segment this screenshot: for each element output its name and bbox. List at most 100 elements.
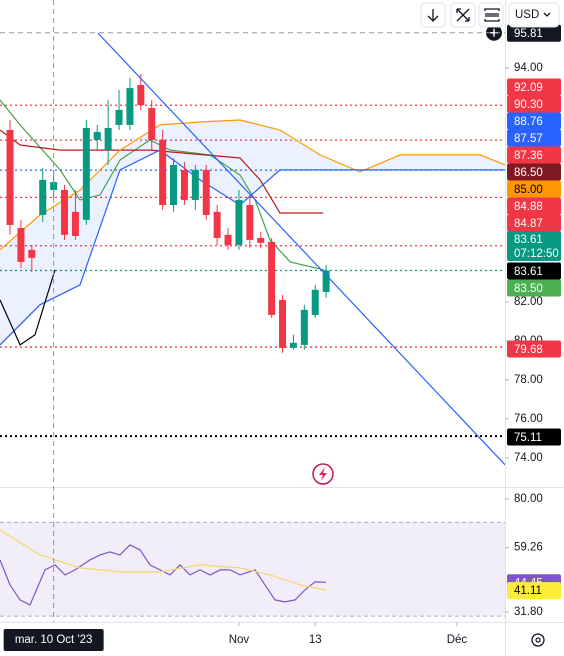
crosshair-price-box: [507, 24, 561, 42]
crosshair-date-label: mar. 10 Oct '23: [15, 634, 93, 646]
price-label-box: [507, 231, 561, 261]
candle-body: [82, 128, 90, 220]
price-label: 75.11: [514, 432, 542, 444]
rsi-pane: [0, 521, 505, 617]
candle-body: [213, 211, 221, 238]
price-label: 85.00: [514, 184, 543, 196]
down-icon: [427, 9, 439, 22]
price-label: 83.61: [514, 266, 543, 278]
indicator-line: [0, 269, 56, 346]
candle-body: [61, 190, 69, 235]
y-tick-label: 76.00: [514, 413, 543, 425]
price-label-box: [507, 197, 561, 215]
currency-button[interactable]: [508, 2, 560, 28]
price-label-box: [507, 95, 561, 113]
candle-body: [311, 289, 319, 315]
price-label-box: [507, 262, 561, 280]
candle-body: [28, 249, 36, 258]
x-tick-label: 13: [309, 634, 322, 646]
icons: [312, 463, 545, 647]
main-pane: [0, 32, 505, 466]
candle-body: [202, 169, 210, 215]
candle-body: [170, 164, 178, 206]
candle-body: [300, 309, 308, 345]
candle-body: [39, 179, 47, 215]
candle-body: [115, 109, 123, 125]
price-label: 88.76: [514, 116, 543, 128]
price-label-box: [507, 180, 561, 198]
candle-body: [224, 234, 232, 245]
y-tick-label: 94.00: [514, 62, 543, 74]
candle-body: [191, 169, 199, 200]
currency-label: USD: [515, 9, 539, 21]
toolbar: USD: [420, 2, 560, 28]
settings-icon[interactable]: [531, 633, 545, 647]
candle-body: [180, 169, 188, 200]
settings-icon-center: [535, 637, 541, 643]
candle-body: [6, 129, 14, 225]
candle-body: [279, 299, 287, 348]
price-label: 92.09: [514, 82, 543, 94]
candle-body: [268, 241, 276, 315]
y-tick-label: 74.00: [514, 452, 543, 464]
candle-body: [289, 342, 297, 348]
candle-body: [246, 205, 254, 240]
price-label: 83.61: [514, 234, 543, 246]
cloud-fill: [0, 120, 505, 345]
indicator-line: [0, 544, 327, 606]
candle-body: [71, 211, 79, 236]
price-label: 87.57: [514, 133, 543, 145]
indicator-line: [0, 149, 505, 346]
candle-body: [93, 131, 101, 140]
y-tick-label: 82.00: [514, 296, 543, 308]
axes: 74.0076.0078.0080.0082.0094.0080.0059.26…: [3, 24, 561, 651]
x-tick-label: Nov: [229, 634, 250, 646]
y-tick-label: 78.00: [514, 374, 543, 386]
x-tick-label: Déc: [447, 634, 468, 646]
price-label-box: [507, 112, 561, 130]
price-label-box: [507, 129, 561, 147]
lightning-icon: [319, 467, 327, 481]
candle-body: [148, 107, 156, 140]
price-label-box: [507, 214, 561, 232]
price-label-box: [507, 340, 561, 358]
y-tick-label: 31.80: [514, 606, 543, 618]
price-label-box: [507, 146, 561, 164]
candle-body: [17, 228, 25, 262]
crosshair-price-label: 95.81: [514, 28, 543, 40]
dropdown-icon: [543, 12, 551, 17]
candle-body: [235, 199, 243, 245]
rsi-label-box: [507, 582, 561, 600]
candle-body: [104, 128, 112, 151]
price-label-box: [507, 78, 561, 96]
trend-line: [97, 32, 505, 466]
countdown-label: 07:12:50: [514, 248, 559, 260]
candle-body: [126, 88, 134, 125]
rsi-label: 41.11: [514, 585, 542, 597]
indicator-line: [0, 129, 324, 214]
scale-icon: [456, 8, 470, 22]
price-label-box: [507, 279, 561, 297]
price-label: 86.50: [514, 167, 543, 179]
candle-body: [50, 182, 58, 191]
fullscreen-icon: [484, 8, 500, 22]
fullscreen-button[interactable]: [478, 2, 504, 28]
rsi-band: [0, 522, 505, 617]
price-label-box: [507, 163, 561, 181]
candle-body: [322, 270, 330, 292]
y-tick-label: 59.26: [514, 542, 543, 554]
y-tick-label: 80.00: [514, 493, 543, 505]
price-label-box: [507, 428, 561, 446]
price-label: 90.30: [514, 99, 543, 111]
price-label: 84.88: [514, 201, 543, 213]
candle-body: [257, 237, 265, 243]
price-label: 79.68: [514, 344, 543, 356]
candle-body: [159, 139, 167, 206]
candle-body: [137, 84, 145, 106]
crosshair-date-box: [3, 629, 104, 651]
indicator-line: [0, 529, 327, 591]
price-label: 83.50: [514, 283, 543, 295]
price-label: 84.87: [514, 218, 543, 230]
price-label: 87.36: [514, 150, 543, 162]
